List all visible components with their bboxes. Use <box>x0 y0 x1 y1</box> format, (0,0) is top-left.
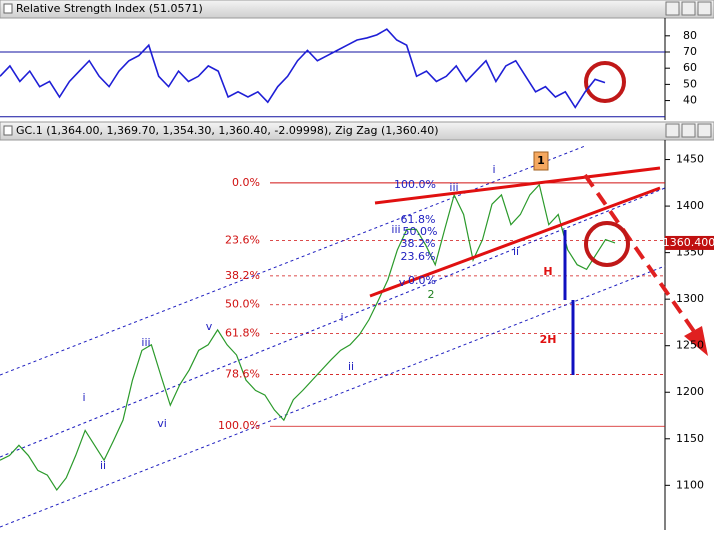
annotation: v <box>206 320 213 333</box>
annotation: H <box>543 265 552 278</box>
annotation: ii <box>513 245 519 258</box>
max-button[interactable] <box>681 123 696 138</box>
min-button[interactable] <box>665 1 680 16</box>
fib-label: 50.0% <box>225 298 260 311</box>
annotation: vi <box>157 417 167 430</box>
annotation: 2 <box>428 288 435 301</box>
highlight-circle <box>584 221 630 267</box>
y-tick-label: 60 <box>683 61 697 74</box>
price-header <box>0 121 714 141</box>
annotation: iii <box>141 336 150 349</box>
annotation: 2H <box>540 333 557 346</box>
annotation: 23.6% <box>401 250 436 263</box>
forecast-arrow <box>583 173 702 342</box>
annotation: 38.2% <box>401 237 436 250</box>
y-tick-label: 50 <box>683 77 697 90</box>
fib-label: 61.8% <box>225 327 260 340</box>
series-line <box>0 183 616 492</box>
close-button[interactable] <box>697 1 712 16</box>
y-tick-label: 1300 <box>676 292 704 305</box>
trend-lines <box>369 166 661 298</box>
y-tick-label: 1400 <box>676 199 704 212</box>
annotation: ii <box>100 459 106 472</box>
rsi-header <box>0 0 714 19</box>
highlight-circle <box>584 61 626 103</box>
y-tick-label: 1450 <box>676 153 704 166</box>
annotation: v <box>399 276 406 289</box>
y-tick-label: 1200 <box>676 385 704 398</box>
y-tick-label: 1150 <box>676 432 704 445</box>
y-tick-label: 1250 <box>676 339 704 352</box>
annotation: i <box>492 163 495 176</box>
annotation: ii <box>348 360 354 373</box>
arrow-head <box>684 326 708 356</box>
fib-label: 0.0% <box>232 176 260 189</box>
annotation: iii <box>391 223 400 236</box>
annotation: 0.0% <box>408 274 436 287</box>
fib-label: 23.6% <box>225 234 260 247</box>
panel-icon[interactable] <box>3 125 13 136</box>
annotation: i <box>340 311 343 324</box>
annotation: 1 <box>537 154 545 167</box>
annotation: iii <box>449 181 458 194</box>
annotation: 50.0% <box>403 225 438 238</box>
y-tick-label: 1100 <box>676 478 704 491</box>
fib-label: 78.6% <box>225 368 260 381</box>
y-tick-label: 80 <box>683 29 697 42</box>
fib-label: 100.0% <box>218 419 260 432</box>
close-button[interactable] <box>697 123 712 138</box>
price-marker-label: 1360.400 <box>663 236 714 249</box>
y-tick-label: 40 <box>683 94 697 107</box>
panel-icon[interactable] <box>3 3 13 14</box>
fib-label: 38.2% <box>225 269 260 282</box>
rsi-title: Relative Strength Index (51.0571) <box>16 2 203 15</box>
y-tick-label: 70 <box>683 45 697 58</box>
series-line <box>0 28 606 109</box>
annotation: i <box>82 391 85 404</box>
wave-box <box>533 151 549 171</box>
price-marker <box>665 235 714 250</box>
annotation: 61.8% <box>401 213 436 226</box>
min-button[interactable] <box>665 123 680 138</box>
channel-lines <box>0 145 666 528</box>
annotation: 100.0% <box>394 178 436 191</box>
max-button[interactable] <box>681 1 696 16</box>
price-title: GC.1 (1,364.00, 1,369.70, 1,354.30, 1,36… <box>16 124 439 137</box>
